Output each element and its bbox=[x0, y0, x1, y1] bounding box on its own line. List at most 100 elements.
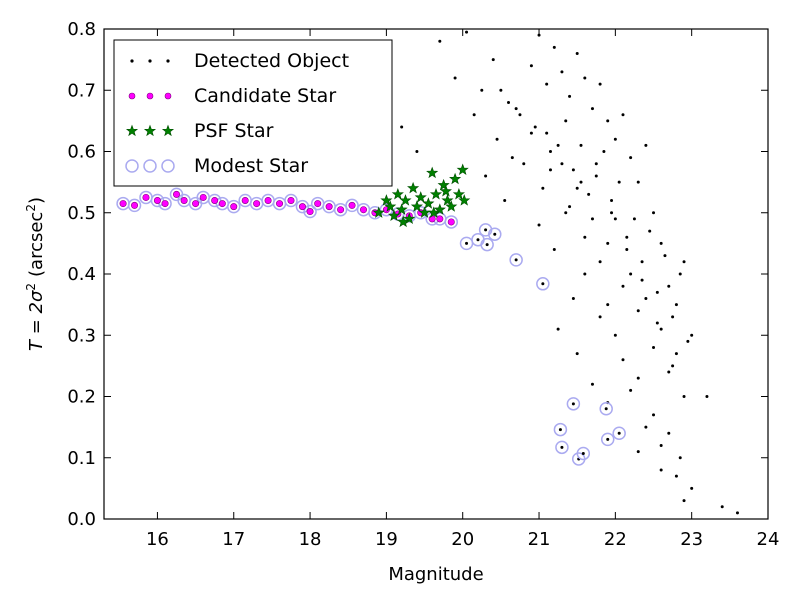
y-axis-ticks: 0.0 0.1 0.2 0.3 0.4 0.5 0.6 0.7 0.8 bbox=[67, 19, 768, 530]
candidate-star-point bbox=[131, 201, 139, 209]
detected-object-point bbox=[606, 303, 610, 307]
detected-object-point bbox=[667, 431, 671, 435]
y-tick-label: 0.7 bbox=[67, 80, 96, 101]
detected-object-point bbox=[571, 168, 575, 172]
detected-object-point bbox=[522, 162, 526, 166]
detected-object-point bbox=[652, 211, 656, 215]
candidate-star-point bbox=[359, 206, 367, 214]
psf-star-point bbox=[433, 203, 446, 215]
modest-star-center-dot bbox=[558, 428, 562, 432]
detected-object-point bbox=[644, 425, 648, 429]
detected-object-point bbox=[575, 52, 579, 55]
modest-star-center-dot bbox=[581, 451, 585, 455]
detected-object-point bbox=[655, 321, 659, 325]
modest-star-point bbox=[295, 199, 310, 214]
candidate-star-point bbox=[428, 215, 436, 223]
candidate-star-point bbox=[325, 203, 333, 211]
detected-object-point bbox=[484, 174, 488, 178]
psf-star-point bbox=[395, 203, 408, 215]
legend-modest-ring bbox=[143, 159, 157, 173]
legend-psf-star bbox=[161, 124, 175, 137]
detected-object-point bbox=[503, 199, 507, 202]
detected-object-point bbox=[575, 352, 579, 356]
detected-object-point bbox=[663, 254, 667, 258]
modest-star-center-dot bbox=[541, 282, 545, 286]
detected-object-point bbox=[667, 370, 671, 374]
x-tick-label: 17 bbox=[222, 529, 245, 550]
psf-star-point bbox=[427, 206, 440, 218]
legend-circle-marker bbox=[128, 92, 172, 100]
detected-object-point bbox=[552, 248, 556, 251]
psf-star-point bbox=[456, 163, 469, 176]
candidate-star-point bbox=[192, 200, 200, 208]
y-axis-label-unit: (arcsec bbox=[26, 212, 47, 277]
detected-object-point bbox=[590, 217, 594, 221]
psf-star-point bbox=[426, 166, 439, 179]
detected-object-point bbox=[629, 388, 633, 392]
psf-star-point bbox=[437, 178, 450, 191]
detected-object-point bbox=[644, 143, 648, 147]
detected-object-point bbox=[594, 174, 598, 178]
legend-item-psf: PSF Star bbox=[125, 120, 274, 142]
x-tick-label: 23 bbox=[680, 529, 703, 550]
modest-star-center-dot bbox=[560, 445, 564, 449]
detected-object-point bbox=[564, 119, 568, 123]
detected-object-point bbox=[621, 113, 625, 117]
detected-object-point bbox=[644, 297, 648, 300]
legend-ring-marker bbox=[125, 159, 175, 173]
legend-item-modest: Modest Star bbox=[125, 155, 308, 177]
psf-star-point bbox=[410, 200, 423, 212]
detected-object-point bbox=[453, 76, 457, 80]
detected-object-point bbox=[625, 235, 629, 239]
psf-star-point bbox=[407, 181, 420, 194]
psf-star-point bbox=[384, 200, 397, 212]
psf-star-point bbox=[380, 194, 393, 206]
detected-object-point bbox=[568, 205, 572, 209]
legend-psf-star bbox=[125, 124, 139, 137]
legend-item-detected: Detected Object bbox=[130, 50, 349, 72]
psf-star-series bbox=[372, 163, 471, 228]
detected-object-point bbox=[678, 272, 682, 276]
detected-object-point bbox=[636, 450, 640, 454]
detected-object-point bbox=[640, 260, 644, 264]
candidate-star-point bbox=[436, 215, 444, 223]
detected-object-point bbox=[583, 272, 587, 276]
x-tick-label: 16 bbox=[146, 529, 169, 550]
detected-object-point bbox=[606, 241, 610, 245]
psf-star-point bbox=[372, 206, 385, 218]
detected-object-point bbox=[499, 88, 503, 92]
detected-object-point bbox=[686, 339, 690, 343]
modest-star-center-dot bbox=[493, 232, 497, 236]
detected-object-point bbox=[548, 150, 552, 153]
detected-object-point bbox=[655, 290, 659, 294]
candidate-star-point bbox=[173, 190, 181, 198]
y-axis-label-sup: 2 bbox=[24, 283, 38, 291]
detected-object-point bbox=[480, 88, 484, 92]
detected-object-point bbox=[682, 260, 686, 264]
candidate-star-point bbox=[253, 200, 261, 208]
detected-object-point bbox=[625, 248, 629, 251]
detected-object-point bbox=[541, 186, 545, 190]
legend: Detected Object Candidate Star PSF Star … bbox=[113, 39, 393, 187]
detected-object-point bbox=[667, 284, 671, 288]
detected-object-point bbox=[545, 82, 549, 86]
x-tick-label: 18 bbox=[299, 529, 322, 550]
detected-object-point bbox=[678, 456, 682, 460]
candidate-star-point bbox=[180, 197, 188, 205]
modest-star-point bbox=[612, 426, 626, 440]
legend-candidate-circle bbox=[146, 92, 154, 100]
modest-star-point bbox=[553, 422, 568, 437]
detected-object-point bbox=[652, 413, 656, 417]
legend-candidate-circle bbox=[128, 92, 136, 100]
detected-object-point bbox=[690, 486, 694, 490]
modest-star-center-dot bbox=[465, 241, 469, 245]
detected-object-point bbox=[636, 180, 640, 184]
candidate-star-point bbox=[142, 193, 150, 201]
psf-star-point bbox=[445, 200, 458, 212]
candidate-star-point bbox=[153, 197, 161, 205]
candidate-star-point bbox=[314, 200, 322, 208]
detected-object-point bbox=[674, 474, 678, 478]
candidate-star-point bbox=[298, 203, 306, 211]
candidate-star-point bbox=[287, 197, 295, 205]
